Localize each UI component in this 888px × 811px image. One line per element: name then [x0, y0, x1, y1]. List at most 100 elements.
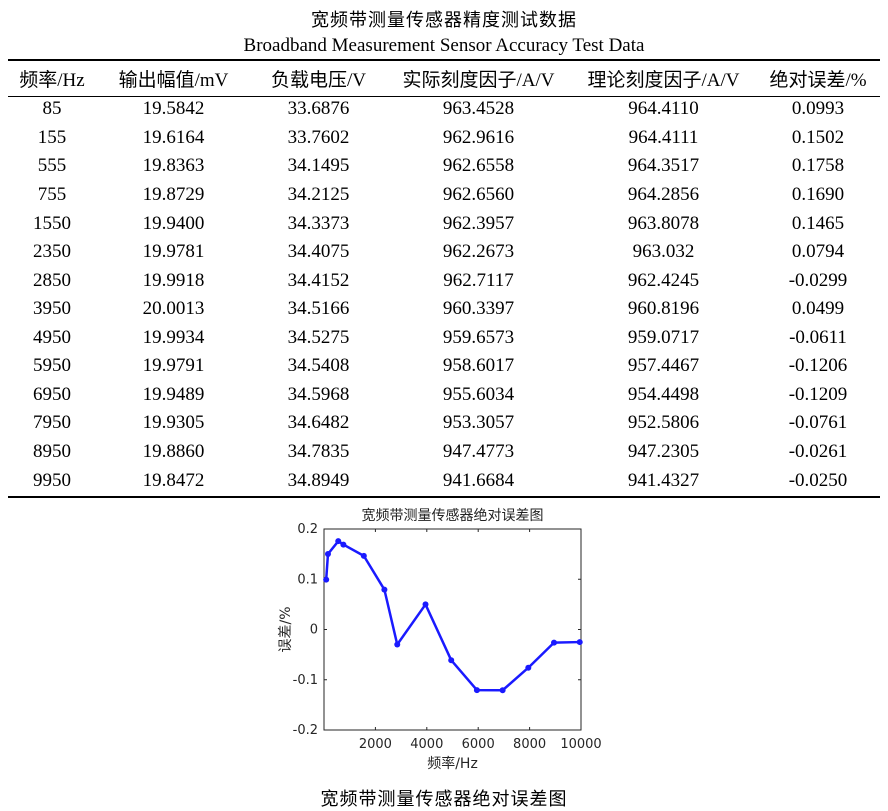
data-point — [422, 601, 429, 608]
cell-actual-scale-factor: 962.7117 — [443, 269, 514, 291]
cell-absolute-error: 0.1502 — [791, 126, 845, 148]
cell-output-amplitude: 19.8472 — [142, 469, 205, 491]
cell-output-amplitude: 19.5842 — [142, 98, 205, 120]
cell-load-voltage: 34.6482 — [287, 412, 350, 434]
cell-actual-scale-factor: 941.6684 — [442, 469, 515, 491]
cell-frequency: 8950 — [33, 441, 71, 463]
cell-absolute-error: -0.0299 — [788, 269, 848, 291]
cell-actual-scale-factor: 963.4528 — [442, 98, 515, 120]
cell-theory-scale-factor: 964.4111 — [628, 126, 699, 148]
chart-caption: 宽频带测量传感器绝对误差图 — [320, 789, 568, 810]
table-top-rule — [8, 59, 880, 61]
cell-theory-scale-factor: 947.2305 — [627, 441, 700, 463]
cell-actual-scale-factor: 962.3957 — [442, 212, 515, 234]
cell-actual-scale-factor: 962.6560 — [442, 183, 515, 205]
table-row: 4950 19.9934 34.5275 959.6573 959.0717 -0.061… — [8, 324, 880, 353]
chart-title: 宽频带测量传感器绝对误差图 — [362, 507, 544, 524]
y-tick-label: -0.1 — [293, 673, 318, 688]
accuracy-table: 频率/Hz 输出幅值/mV 负载电压/V 实际刻度因子/A/V 理论刻度因子/A/V 绝对… — [8, 62, 880, 495]
table-row: 155 19.6164 33.7602 962.9616 964.4111 0.1502 — [8, 124, 880, 153]
cell-actual-scale-factor: 962.9616 — [442, 126, 515, 148]
y-axis-label: 误差/% — [278, 606, 294, 652]
cell-output-amplitude: 19.8860 — [142, 441, 205, 463]
cell-absolute-error: 0.0794 — [791, 241, 845, 263]
data-point — [324, 551, 331, 558]
cell-load-voltage: 34.5408 — [287, 355, 350, 377]
cell-actual-scale-factor: 962.2673 — [442, 241, 515, 263]
table-row: 85 19.5842 33.6876 963.4528 964.4110 0.0993 — [8, 95, 880, 124]
table-row: 3950 20.0013 34.5166 960.3397 960.8196 0.0499 — [8, 295, 880, 324]
x-tick-label: 2000 — [359, 737, 392, 752]
table-row: 2850 19.9918 34.4152 962.7117 962.4245 -0.029… — [8, 266, 880, 295]
cell-load-voltage: 34.1495 — [287, 155, 350, 177]
cell-absolute-error: 0.0499 — [791, 298, 845, 320]
cell-frequency: 1550 — [33, 212, 71, 234]
table-row: 755 19.8729 34.2125 962.6560 964.2856 0.1690 — [8, 181, 880, 210]
cell-output-amplitude: 19.6164 — [142, 126, 205, 148]
cell-load-voltage: 34.4152 — [287, 269, 350, 291]
cell-absolute-error: 0.0993 — [791, 98, 845, 120]
header-absolute-error: 绝对误差/% — [769, 70, 867, 91]
cell-theory-scale-factor: 952.5806 — [627, 412, 700, 434]
table-bottom-rule — [8, 496, 880, 498]
cell-actual-scale-factor: 959.6573 — [442, 326, 515, 348]
data-point — [576, 639, 583, 646]
header-actual-scale-factor: 实际刻度因子/A/V — [402, 70, 555, 91]
y-tick-label: -0.2 — [293, 723, 318, 738]
cell-actual-scale-factor: 947.4773 — [442, 441, 515, 463]
cell-actual-scale-factor: 962.6558 — [442, 155, 515, 177]
data-point — [323, 576, 330, 583]
cell-theory-scale-factor: 963.8078 — [627, 212, 700, 234]
table-row: 6950 19.9489 34.5968 955.6034 954.4498 -0.120… — [8, 381, 880, 410]
table-row: 555 19.8363 34.1495 962.6558 964.3517 0.1758 — [8, 152, 880, 181]
cell-load-voltage: 34.2125 — [287, 183, 350, 205]
data-point — [360, 552, 367, 559]
cell-theory-scale-factor: 962.4245 — [627, 269, 700, 291]
cell-load-voltage: 34.5275 — [287, 326, 350, 348]
cell-frequency: 2850 — [33, 269, 71, 291]
table-title-cn: 宽频带测量传感器精度测试数据 — [311, 10, 577, 31]
header-output-amplitude: 输出幅值/mV — [118, 70, 229, 91]
data-point — [448, 657, 455, 664]
cell-frequency: 5950 — [33, 355, 71, 377]
table-row: 2350 19.9781 34.4075 962.2673 963.032 0.0794 — [8, 238, 880, 267]
cell-frequency: 555 — [37, 155, 67, 177]
cell-actual-scale-factor: 955.6034 — [442, 383, 515, 405]
cell-theory-scale-factor: 964.4110 — [628, 98, 699, 120]
x-tick-label: 6000 — [462, 737, 495, 752]
y-tick-label: 0.2 — [297, 522, 318, 537]
cell-load-voltage: 34.7835 — [287, 441, 350, 463]
table-row: 5950 19.9791 34.5408 958.6017 957.4467 -0.120… — [8, 352, 880, 381]
cell-load-voltage: 34.5968 — [287, 383, 350, 405]
cell-actual-scale-factor: 960.3397 — [442, 298, 515, 320]
header-frequency: 频率/Hz — [19, 70, 85, 91]
cell-actual-scale-factor: 958.6017 — [442, 355, 515, 377]
cell-output-amplitude: 19.9305 — [142, 412, 205, 434]
table-row: 9950 19.8472 34.8949 941.6684 941.4327 -0.025… — [8, 466, 880, 495]
data-point — [525, 664, 532, 671]
cell-theory-scale-factor: 959.0717 — [627, 326, 700, 348]
cell-absolute-error: 0.1758 — [791, 155, 845, 177]
cell-frequency: 7950 — [33, 412, 71, 434]
cell-absolute-error: 0.1465 — [791, 212, 845, 234]
x-axis-label: 频率/Hz — [427, 755, 478, 772]
cell-absolute-error: -0.0250 — [788, 469, 848, 491]
table-row: 8950 19.8860 34.7835 947.4773 947.2305 -0.026… — [8, 438, 880, 467]
cell-absolute-error: -0.1209 — [788, 383, 848, 405]
cell-frequency: 155 — [37, 126, 67, 148]
table-row: 7950 19.9305 34.6482 953.3057 952.5806 -0.076… — [8, 409, 880, 438]
x-tick-label: 10000 — [560, 737, 601, 752]
cell-absolute-error: -0.0611 — [789, 326, 847, 348]
data-point — [394, 641, 401, 648]
cell-output-amplitude: 20.0013 — [142, 298, 205, 320]
cell-theory-scale-factor: 964.3517 — [627, 155, 700, 177]
cell-output-amplitude: 19.9781 — [142, 241, 205, 263]
cell-output-amplitude: 19.9489 — [142, 383, 205, 405]
data-point — [551, 639, 558, 646]
cell-output-amplitude: 19.9791 — [142, 355, 205, 377]
cell-absolute-error: 0.1690 — [791, 183, 845, 205]
cell-frequency: 2350 — [33, 241, 71, 263]
cell-load-voltage: 33.7602 — [287, 126, 350, 148]
cell-output-amplitude: 19.8729 — [142, 183, 205, 205]
cell-frequency: 3950 — [33, 298, 71, 320]
